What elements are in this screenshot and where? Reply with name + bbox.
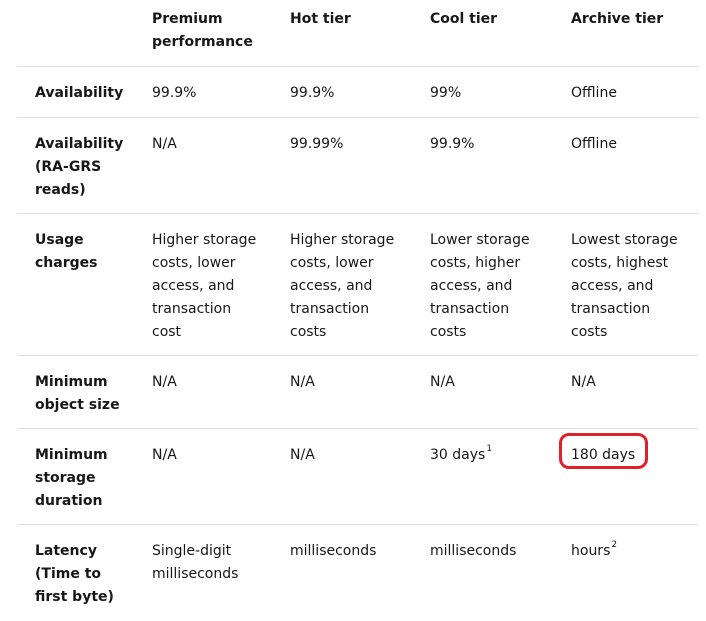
row-label-text: Minimum object size [35, 374, 120, 413]
cell-premium: N/A [152, 355, 290, 429]
cell-text: Higher storage costs, lower access, and … [152, 232, 257, 340]
cell-text: 99% [430, 85, 462, 101]
cell-text: 99.99% [290, 136, 344, 152]
cell-cool: milliseconds [430, 525, 571, 621]
cell-archive: hours2 [571, 525, 699, 621]
row-label: Minimum object size [17, 355, 152, 429]
cell-text: N/A [571, 374, 596, 390]
cell-premium: Higher storage costs, lower access, and … [152, 213, 290, 356]
cell-archive: N/A [571, 355, 699, 429]
row-label-text: Availability (RA-GRS reads) [35, 136, 124, 198]
row-label: Availability (RA-GRS reads) [17, 117, 152, 214]
cell-cool: N/A [430, 355, 571, 429]
cell-text: 180 days [571, 447, 636, 463]
cell-text: Offline [571, 136, 617, 152]
header-premium-performance: Premium performance [152, 0, 290, 67]
cell-cool: 99.9% [430, 117, 571, 214]
cell-text: 99.9% [290, 85, 335, 101]
cell-archive: Offline [571, 66, 699, 118]
table-row: Availability (RA-GRS reads) N/A 99.99% 99.9… [17, 117, 699, 214]
row-label-text: Usage charges [35, 232, 98, 271]
cell-hot: N/A [290, 428, 430, 525]
row-label: Availability [17, 66, 152, 118]
cell-text: milliseconds [430, 543, 517, 559]
cell-cool: 30 days1 [430, 428, 571, 525]
cell-text: N/A [290, 374, 315, 390]
cell-text: Single-digit milliseconds [152, 543, 239, 582]
cell-text: N/A [290, 447, 315, 463]
cell-premium: N/A [152, 117, 290, 214]
cell-text: N/A [152, 447, 177, 463]
table-body: Availability 99.9% 99.9% 99% Offline Availabi… [17, 66, 699, 621]
cell-text: Lowest storage costs, highest access, an… [571, 232, 678, 340]
cell-text: hours [571, 543, 611, 559]
header-cool-tier: Cool tier [430, 0, 571, 67]
row-label: Minimum storage duration [17, 428, 152, 525]
header-hot-tier: Hot tier [290, 0, 430, 67]
cell-text: Lower storage costs, higher access, and … [430, 232, 530, 340]
cell-text: 30 days [430, 447, 486, 463]
cell-text: N/A [430, 374, 455, 390]
table-row: Minimum storage duration N/A N/A 30 days1 18… [17, 428, 699, 525]
cell-hot: 99.9% [290, 66, 430, 118]
row-label-text: Availability [35, 85, 124, 101]
cell-cool: 99% [430, 66, 571, 118]
cell-premium: 99.9% [152, 66, 290, 118]
cell-text: N/A [152, 136, 177, 152]
cell-hot: N/A [290, 355, 430, 429]
table-row: Availability 99.9% 99.9% 99% Offline [17, 66, 699, 118]
table-row: Latency (Time to first byte) Single-digit… [17, 525, 699, 621]
cell-hot: Higher storage costs, lower access, and … [290, 213, 430, 356]
cell-text: 99.9% [430, 136, 475, 152]
row-label: Usage charges [17, 213, 152, 356]
cell-hot: 99.99% [290, 117, 430, 214]
cell-hot: milliseconds [290, 525, 430, 621]
row-label-text: Minimum storage duration [35, 447, 108, 509]
cell-archive: 180 days [559, 428, 699, 525]
cell-premium: N/A [152, 428, 290, 525]
cell-text: milliseconds [290, 543, 377, 559]
tier-comparison-table: Premium performance Hot tier Cool tier A… [17, 0, 699, 620]
cell-cool: Lower storage costs, higher access, and … [430, 213, 571, 356]
cell-archive: Lowest storage costs, highest access, an… [571, 213, 699, 356]
highlighted-value: 180 days [559, 433, 648, 469]
cell-text: Higher storage costs, lower access, and … [290, 232, 395, 340]
cell-text: 99.9% [152, 85, 197, 101]
row-label: Latency (Time to first byte) [17, 525, 152, 621]
footnote-marker: 2 [611, 540, 618, 551]
header-corner [17, 0, 152, 67]
table-row: Minimum object size N/A N/A N/A N/A [17, 355, 699, 429]
footnote-marker: 1 [486, 444, 493, 455]
cell-text: N/A [152, 374, 177, 390]
table-row: Usage charges Higher storage costs, lower… [17, 213, 699, 356]
table-header-row: Premium performance Hot tier Cool tier A… [17, 0, 699, 67]
cell-text: Offline [571, 85, 617, 101]
row-label-text: Latency (Time to first byte) [35, 543, 114, 605]
cell-premium: Single-digit milliseconds [152, 525, 290, 621]
header-archive-tier: Archive tier [571, 0, 699, 67]
cell-archive: Offline [571, 117, 699, 214]
